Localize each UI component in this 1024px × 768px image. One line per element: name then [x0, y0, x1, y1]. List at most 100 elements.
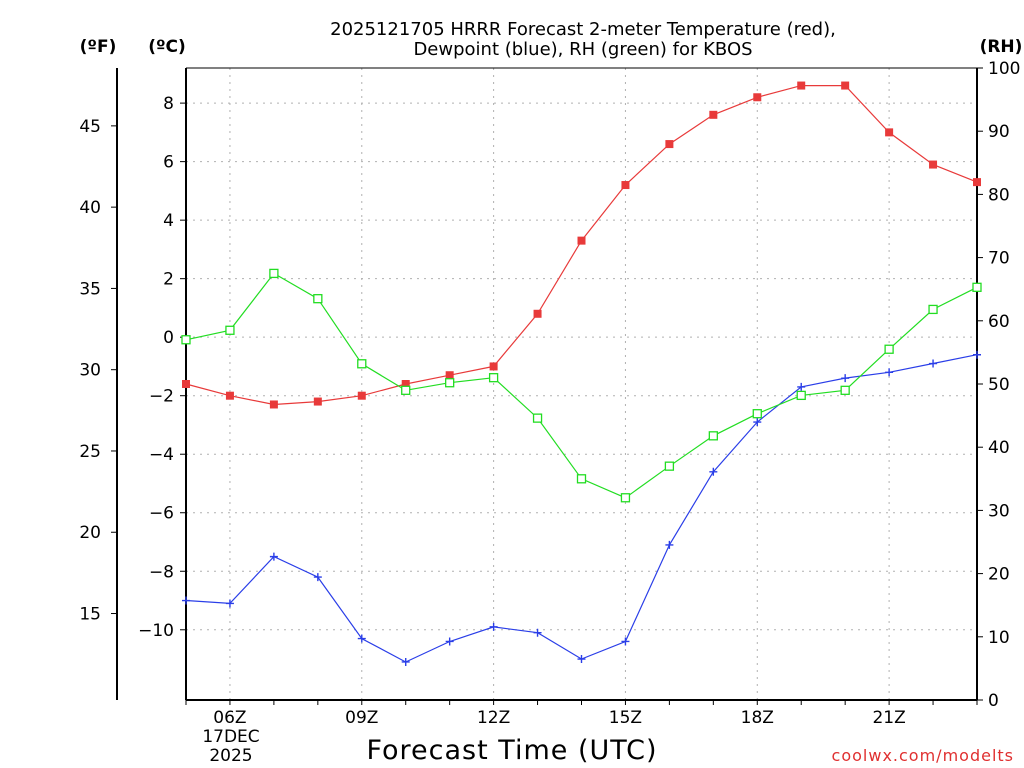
chart-title-line-1: 2025121705 HRRR Forecast 2-meter Tempera…	[330, 19, 836, 40]
rh-tick-label-80: 80	[988, 185, 1010, 205]
2-meter-temperature-point-5	[182, 380, 190, 388]
fahrenheit-tick-label-30: 30	[79, 361, 101, 381]
dewpoint-point-5	[182, 596, 190, 605]
2-meter-temperature-point-13	[533, 309, 542, 318]
2-meter-temperature-point-8	[313, 397, 322, 406]
rh-point-14	[576, 474, 587, 484]
axes	[116, 67, 978, 701]
dewpoint-point-6	[225, 599, 234, 608]
celsius-tick-label--2: −2	[149, 387, 174, 407]
2-meter-temperature-point-22	[929, 160, 938, 169]
dewpoint-point-16	[665, 540, 674, 549]
rh-tick-label-60: 60	[988, 312, 1010, 332]
fahrenheit-tick-label-40: 40	[79, 198, 101, 218]
fahrenheit-tick-label-20: 20	[79, 523, 101, 543]
rh-point-19	[796, 390, 806, 401]
2-meter-temperature-line	[185, 84, 978, 406]
2-meter-temperature-point-7	[269, 400, 278, 409]
dewpoint-point-21	[885, 368, 894, 377]
fahrenheit-unit-label: (ºF)	[80, 37, 117, 57]
rh-point-20	[840, 385, 850, 395]
rh-point-13	[532, 413, 543, 423]
dewpoint-point-15	[621, 637, 630, 646]
rh-point-15	[620, 493, 631, 503]
rh-tick-label-30: 30	[988, 501, 1010, 521]
2-meter-temperature-point-12	[489, 362, 498, 371]
rh-point-17	[708, 431, 718, 441]
rh-point-21	[884, 344, 894, 354]
dewpoint-point-14	[577, 655, 586, 664]
2-meter-temperature-point-14	[577, 236, 586, 245]
rh-tick-label-90: 90	[988, 122, 1010, 142]
fahrenheit-tick-label-25: 25	[79, 442, 101, 462]
dewpoint-point-18	[753, 418, 762, 427]
rh-point-7	[269, 268, 279, 279]
rh-point-18	[752, 409, 762, 419]
dewpoint-point-11	[445, 637, 454, 646]
x-tick-label-18Z: 18Z	[741, 708, 774, 728]
credit-text: coolwx.com/modelts	[832, 746, 1014, 765]
rh-point-10	[401, 385, 411, 395]
rh-tick-label-0: 0	[988, 691, 999, 711]
dewpoint-point-8	[313, 573, 322, 582]
dewpoint-point-22	[929, 359, 938, 368]
rh-point-8	[313, 294, 323, 304]
dewpoint-point-9	[357, 634, 366, 643]
dewpoint-point-7	[269, 552, 278, 561]
rh-point-6	[225, 325, 235, 335]
2-meter-temperature-point-15	[621, 181, 630, 190]
date-label-year: 2025	[209, 746, 252, 766]
dewpoint-line	[185, 354, 978, 663]
dewpoint-point-23	[973, 350, 981, 359]
rh-unit-label: (RH)	[980, 37, 1023, 57]
2-meter-temperature-point-17	[709, 110, 718, 119]
rh-tick-label-50: 50	[988, 375, 1010, 395]
x-tick-label-06Z: 06Z	[213, 708, 246, 728]
rh-point-16	[664, 461, 675, 471]
celsius-tick-label--4: −4	[149, 445, 174, 465]
celsius-tick-label-8: 8	[163, 94, 174, 114]
rh-point-22	[928, 304, 938, 315]
2-meter-temperature-point-9	[357, 391, 366, 400]
rh-tick-label-100: 100	[988, 59, 1020, 79]
axis-ticks: 06Z 09Z 12Z 15Z 18Z 21Z −10 −8 −6 −4 −2 0 2 4 6 8 15 20 25…	[79, 59, 1020, 728]
celsius-tick-label-0: 0	[163, 328, 174, 348]
2-meter-temperature-point-21	[885, 128, 894, 137]
x-tick-label-21Z: 21Z	[872, 708, 905, 728]
2-meter-temperature-point-6	[225, 391, 234, 400]
celsius-unit-label: (ºC)	[148, 37, 186, 57]
dewpoint-point-20	[841, 374, 850, 383]
celsius-tick-label-6: 6	[163, 153, 174, 173]
celsius-tick-label--10: −10	[138, 621, 174, 641]
dewpoint-point-12	[489, 622, 498, 631]
rh-point-23	[972, 282, 982, 292]
2-meter-temperature-point-16	[665, 140, 674, 149]
x-tick-label-09Z: 09Z	[345, 708, 378, 728]
fahrenheit-tick-label-45: 45	[79, 117, 101, 137]
x-tick-label-12Z: 12Z	[477, 708, 510, 728]
2-meter-temperature-point-10	[401, 380, 410, 388]
rh-line	[185, 272, 978, 499]
dewpoint-point-17	[709, 467, 718, 476]
dewpoint-point-10	[401, 657, 410, 666]
celsius-tick-label--8: −8	[149, 562, 174, 582]
rh-point-12	[488, 373, 499, 383]
rh-point-11	[445, 378, 455, 388]
rh-tick-label-20: 20	[988, 565, 1010, 585]
rh-tick-label-10: 10	[988, 628, 1010, 648]
x-axis-label: Forecast Time (UTC)	[366, 735, 657, 766]
celsius-tick-label-4: 4	[163, 211, 174, 231]
2-meter-temperature-point-19	[797, 81, 806, 90]
date-label-day: 17DEC	[202, 727, 259, 747]
data-series	[181, 81, 982, 666]
chart-title-line-2: Dewpoint (blue), RH (green) for KBOS	[413, 39, 752, 60]
celsius-tick-label--6: −6	[149, 504, 174, 524]
x-tick-label-15Z: 15Z	[609, 708, 642, 728]
fahrenheit-tick-label-35: 35	[79, 279, 101, 299]
celsius-tick-label-2: 2	[163, 270, 174, 290]
rh-tick-label-70: 70	[988, 249, 1010, 269]
rh-point-5	[181, 335, 191, 345]
2-meter-temperature-point-23	[973, 178, 981, 187]
dewpoint-point-19	[797, 382, 806, 391]
